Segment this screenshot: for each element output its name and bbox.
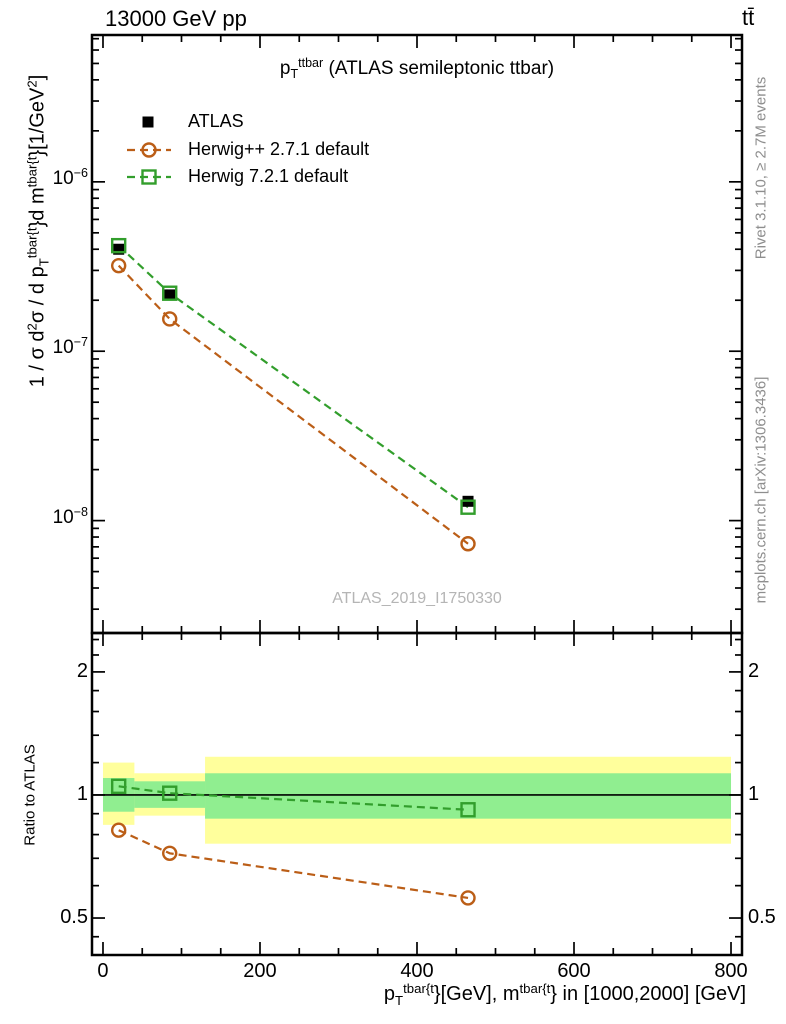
herwig7-point-main [110, 237, 127, 254]
label-part: σ / d p [26, 266, 49, 324]
x-axis-title: pTtbar{t}[GeV], mtbar{t} in [1000,2000] … [92, 980, 746, 1008]
herwig7-point-main [162, 285, 178, 301]
legend-marker-herwigpp [141, 142, 157, 158]
label-part: ttbar [298, 56, 324, 71]
y-tick-exponent: −6 [73, 165, 88, 180]
label-part: T [395, 992, 404, 1008]
herwigpp-line-ratio [118, 829, 469, 899]
ratio-tick-label-right: 0.5 [748, 906, 776, 929]
herwigpp-point-ratio [162, 845, 178, 861]
label-part: tbar{t [403, 980, 434, 996]
herwig7-line-main [117, 244, 469, 509]
legend-label-herwig7: Herwig 7.2.1 default [188, 166, 349, 186]
y-tick-label: 10−7 [28, 335, 88, 359]
label-part: 2 [24, 323, 40, 331]
ratio-tick-label-right: 2 [748, 659, 760, 682]
label-part: }[GeV], m [433, 983, 520, 1005]
legend-label-atlas: ATLAS [188, 111, 244, 131]
label-part: tbar{t [24, 227, 40, 259]
x-tick-label: 800 [714, 960, 748, 982]
ratio-tick-label-left: 2 [76, 659, 88, 682]
label-part: T [36, 258, 52, 267]
label-part: (ATLAS semileptonic ttbar) [323, 58, 555, 79]
ratio-tick-label-left: 0.5 [60, 906, 88, 929]
analysis-id-watermark: ATLAS_2019_I1750330 [332, 590, 502, 607]
ratio-tick-label-right: 1 [748, 782, 760, 805]
herwig7-point-ratio [110, 778, 127, 795]
y-tick-exponent: −8 [73, 504, 88, 519]
x-tick-label: 600 [557, 960, 591, 982]
herwigpp-point-main [110, 257, 127, 274]
y-tick-label: 10−6 [28, 165, 88, 190]
atlas-point-main [113, 243, 125, 255]
herwigpp-line-main [117, 264, 469, 545]
x-tick-label: 400 [400, 960, 434, 982]
y-tick-label: 10−8 [28, 504, 88, 529]
legend-marker-atlas [142, 116, 154, 128]
label-part: }d m [26, 187, 49, 228]
label-part: }[1/GeV [26, 87, 49, 157]
label-part: } in [1000,2000] [GeV] [550, 983, 746, 1005]
x-tick-label: 0 [97, 960, 109, 982]
mcplots-credit-label: mcplots.cern.ch [arXiv:1306.3436] [752, 376, 770, 604]
legend-marker-herwig7 [141, 169, 157, 185]
label-part: tbar{t [519, 980, 551, 996]
rivet-version-label: Rivet 3.1.10, ≥ 2.7M events [752, 76, 770, 260]
herwigpp-point-ratio [110, 822, 127, 838]
herwigpp-point-main [162, 311, 178, 327]
herwig7-point-main [460, 499, 476, 515]
label-part: p [383, 983, 396, 1005]
y-tick-base: 10 [52, 506, 74, 528]
ratio-band-green [205, 773, 732, 819]
ratio-tick-label-left: 1 [76, 782, 88, 805]
herwig7-line-ratio [118, 785, 469, 811]
herwig7-point-ratio [162, 785, 178, 801]
beam-energy-label: 13000 GeV pp [105, 6, 247, 31]
legend-label-herwigpp: Herwig++ 2.7.1 default [188, 139, 370, 159]
label-part: 2 [24, 80, 40, 88]
atlas-point-main [164, 289, 176, 301]
y-tick-base: 10 [52, 167, 74, 189]
x-tick-label: 200 [243, 960, 277, 982]
plot-title: pTttbar (ATLAS semileptonic ttbar) [92, 56, 742, 82]
label-part: p [279, 58, 291, 79]
herwigpp-point-ratio [460, 890, 476, 906]
label-part: T [290, 67, 299, 82]
process-label: tt̄ [742, 5, 755, 30]
herwig7-point-ratio [460, 802, 476, 818]
y-tick-base: 10 [52, 337, 74, 359]
y-tick-exponent: −7 [73, 335, 88, 350]
herwigpp-point-main [460, 536, 476, 552]
